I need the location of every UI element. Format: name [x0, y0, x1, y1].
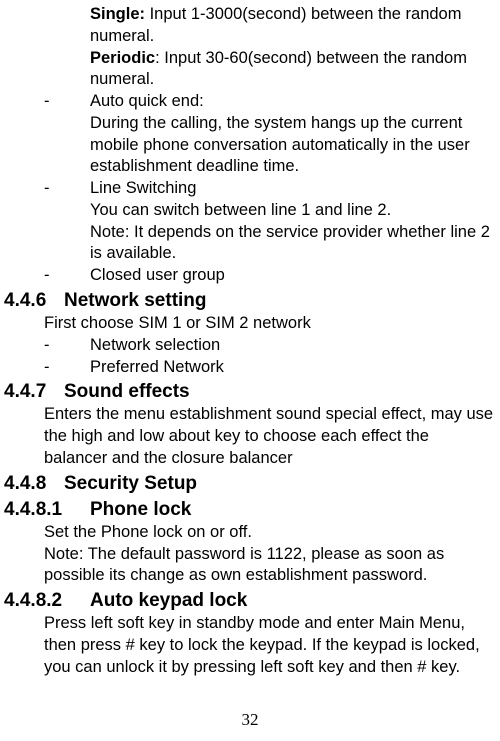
heading-4-4-8-2-title: Auto keypad lock — [90, 588, 247, 613]
para-4-4-6-body: First choose SIM 1 or SIM 2 network — [4, 313, 496, 335]
para-4-4-8-1-body1: Set the Phone lock on or off. — [4, 522, 496, 544]
bullet-line-switching-title: Line Switching — [90, 178, 496, 200]
heading-4-4-6: 4.4.6 Network setting — [4, 288, 496, 313]
heading-4-4-8-2-num: 4.4.8.2 — [4, 588, 90, 613]
para-4-4-7-body: Enters the menu establishment sound spec… — [4, 404, 496, 469]
heading-4-4-6-title: Network setting — [64, 288, 207, 313]
bullet-dash: - — [4, 91, 90, 113]
bullet-dash: - — [4, 357, 90, 379]
heading-4-4-8-1-title: Phone lock — [90, 497, 191, 522]
heading-4-4-8-1: 4.4.8.1 Phone lock — [4, 497, 496, 522]
page-container: Single: Input 1-3000(second) between the… — [0, 0, 500, 741]
para-line-switching-body1: You can switch between line 1 and line 2… — [4, 200, 496, 222]
para-4-4-8-1-body2: Note: The default password is 1122, plea… — [4, 544, 496, 588]
bullet-network-selection-text: Network selection — [90, 335, 496, 357]
heading-4-4-6-num: 4.4.6 — [4, 288, 64, 313]
para-periodic: Periodic: Input 30-60(second) between th… — [4, 48, 496, 92]
bullet-dash: - — [4, 335, 90, 357]
heading-4-4-8-2: 4.4.8.2 Auto keypad lock — [4, 588, 496, 613]
heading-4-4-8-num: 4.4.8 — [4, 471, 64, 496]
page-number: 32 — [0, 709, 500, 731]
para-line-switching-body2: Note: It depends on the service provider… — [4, 222, 496, 266]
bullet-dash: - — [4, 265, 90, 287]
bullet-closed-user-group-text: Closed user group — [90, 265, 496, 287]
bullet-closed-user-group: - Closed user group — [4, 265, 496, 287]
para-auto-quick-end-body: During the calling, the system hangs up … — [4, 113, 496, 178]
text-single: Input 1-3000(second) between the random … — [90, 5, 461, 45]
heading-4-4-8-1-num: 4.4.8.1 — [4, 497, 90, 522]
heading-4-4-8-title: Security Setup — [64, 471, 197, 496]
bullet-preferred-network-text: Preferred Network — [90, 357, 496, 379]
bullet-auto-quick-end-title: Auto quick end: — [90, 91, 496, 113]
para-4-4-8-2-body: Press left soft key in standby mode and … — [4, 613, 496, 678]
bullet-dash: - — [4, 178, 90, 200]
heading-4-4-8: 4.4.8 Security Setup — [4, 471, 496, 496]
bullet-auto-quick-end: - Auto quick end: — [4, 91, 496, 113]
bullet-network-selection: - Network selection — [4, 335, 496, 357]
heading-4-4-7-num: 4.4.7 — [4, 379, 64, 404]
label-single: Single: — [90, 5, 145, 23]
bullet-preferred-network: - Preferred Network — [4, 357, 496, 379]
para-single: Single: Input 1-3000(second) between the… — [4, 4, 496, 48]
heading-4-4-7: 4.4.7 Sound effects — [4, 379, 496, 404]
label-periodic: Periodic — [90, 49, 155, 67]
bullet-line-switching: - Line Switching — [4, 178, 496, 200]
heading-4-4-7-title: Sound effects — [64, 379, 190, 404]
